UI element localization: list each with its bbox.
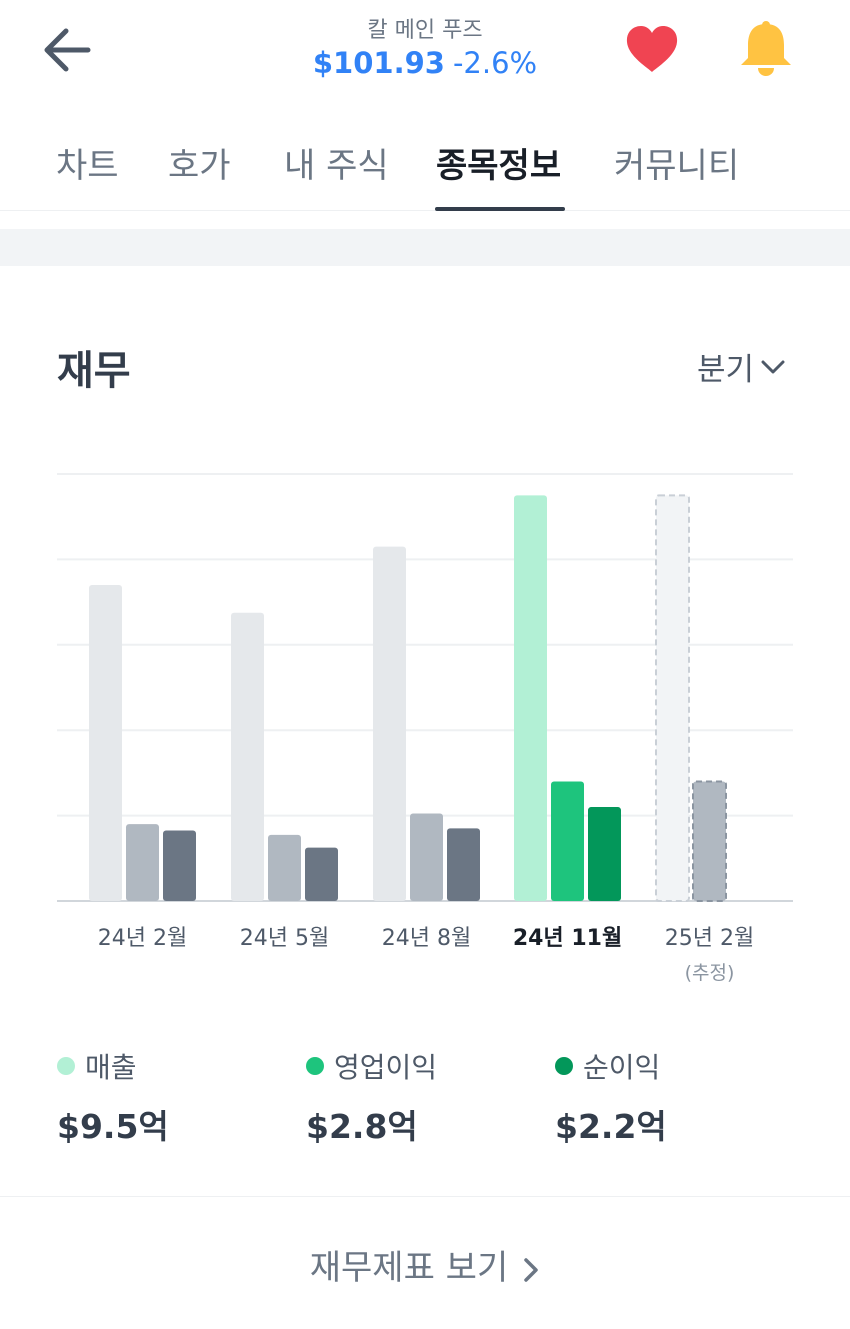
legend-net-income: 순이익 $2.2억 — [555, 1046, 667, 1148]
bar-net-income[interactable] — [447, 828, 480, 901]
tab-chart[interactable]: 차트 — [56, 146, 119, 186]
bar-net-income[interactable] — [163, 830, 196, 901]
stock-price-row: $101.93 -2.6% — [0, 46, 850, 80]
back-arrow-icon — [44, 28, 91, 72]
legend-value: $2.8억 — [306, 1107, 418, 1146]
bar-revenue[interactable] — [514, 495, 547, 901]
favorite-button[interactable] — [622, 22, 682, 78]
bar-operating-income[interactable] — [268, 834, 301, 901]
bar-operating-income[interactable] — [126, 824, 159, 901]
legend-dot — [306, 1057, 324, 1075]
bar-operating-income[interactable] — [692, 780, 727, 902]
financial-chart: 24년 2월 24년 5월 24년 8월 24년 11월 25년 2월 (추정) — [57, 473, 793, 984]
stock-price: $101.93 — [312, 46, 445, 80]
bar-net-income[interactable] — [588, 807, 621, 901]
financial-bar-chart: 24년 2월 24년 5월 24년 8월 24년 11월 25년 2월 (추정) — [57, 473, 793, 984]
legend-revenue: 매출 $9.5억 — [57, 1046, 169, 1148]
section-title: 재무 — [57, 348, 131, 394]
legend-operating-income: 영업이익 $2.8억 — [306, 1046, 437, 1148]
tab-my-stock[interactable]: 내 주식 — [284, 146, 389, 186]
x-tick-label: 24년 2월 — [98, 926, 187, 951]
chevron-down-icon — [761, 360, 785, 373]
stock-name: 칼 메인 푸즈 — [367, 18, 483, 43]
heart-icon — [626, 26, 678, 72]
link-label: 재무제표 보기 — [309, 1248, 509, 1288]
bar-revenue[interactable] — [655, 494, 690, 902]
legend-value: $2.2억 — [555, 1107, 667, 1146]
legend-label: 순이익 — [583, 1051, 661, 1084]
tab-stock-info[interactable]: 종목정보 — [436, 146, 562, 186]
x-tick-note: (추정) — [685, 962, 735, 984]
legend-dot — [555, 1057, 573, 1075]
legend-value: $9.5억 — [57, 1107, 169, 1146]
chevron-right-icon — [524, 1257, 538, 1282]
bar-revenue[interactable] — [373, 546, 406, 901]
x-tick-label: 25년 2월 — [665, 926, 754, 951]
bell-icon — [741, 21, 791, 76]
x-tick-label: 24년 11월 — [513, 926, 622, 951]
legend-dot — [57, 1057, 75, 1075]
view-financial-statements-link[interactable]: 재무제표 보기 — [0, 1240, 850, 1289]
divider — [0, 1196, 850, 1197]
legend-label: 영업이익 — [334, 1051, 438, 1084]
back-button[interactable] — [36, 22, 98, 78]
active-tab-indicator — [435, 207, 565, 211]
bar-revenue[interactable] — [231, 612, 264, 901]
tab-bar: 차트 호가 내 주식 종목정보 커뮤니티 — [0, 110, 850, 211]
tab-community[interactable]: 커뮤니티 — [614, 146, 740, 186]
x-tick-label: 24년 5월 — [240, 926, 329, 951]
x-tick-label: 24년 8월 — [382, 926, 471, 951]
period-dropdown[interactable]: 분기 — [697, 344, 786, 389]
tab-order-book[interactable]: 호가 — [168, 146, 231, 186]
price-change: -2.6% — [452, 46, 538, 80]
notification-button[interactable] — [734, 18, 798, 80]
section-separator — [0, 229, 850, 266]
top-header: 칼 메인 푸즈 $101.93 -2.6% — [0, 0, 850, 110]
bar-revenue[interactable] — [89, 585, 122, 901]
bar-operating-income[interactable] — [551, 781, 584, 901]
period-label: 분기 — [697, 352, 755, 388]
bar-net-income[interactable] — [305, 847, 338, 901]
legend-label: 매출 — [85, 1051, 137, 1084]
bar-operating-income[interactable] — [410, 813, 443, 901]
